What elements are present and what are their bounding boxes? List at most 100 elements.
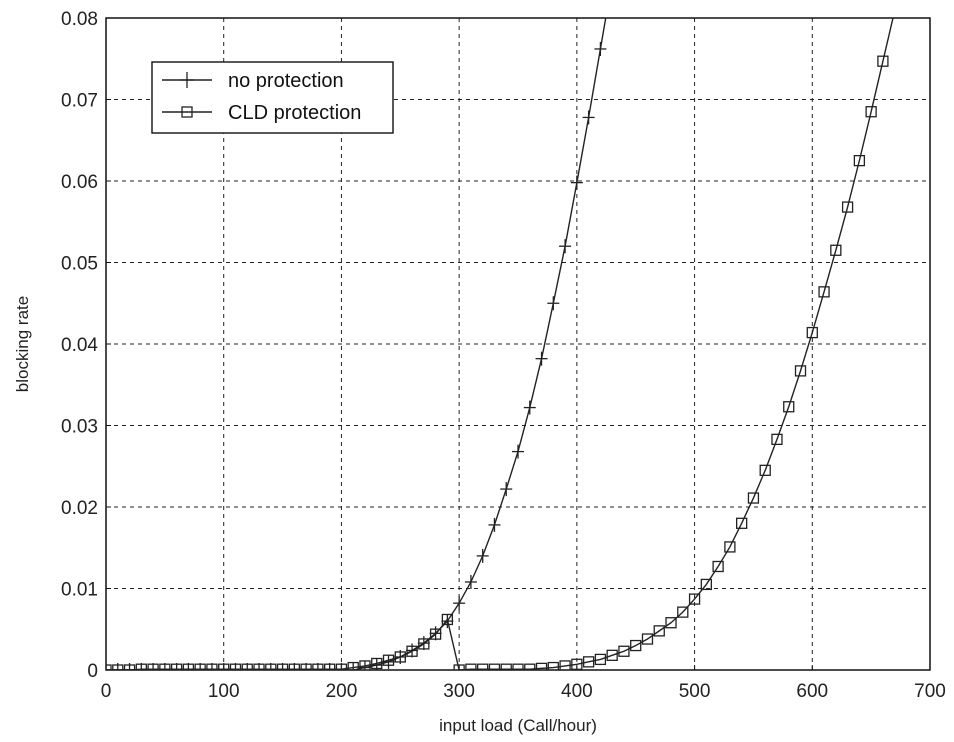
data-point-square	[276, 663, 289, 670]
data-point-plus	[217, 663, 230, 670]
data-point-square	[535, 662, 548, 670]
x-tick-label: 0	[101, 681, 112, 702]
x-tick-label: 200	[326, 681, 358, 702]
data-point-square	[112, 664, 124, 670]
y-tick-label: 0.08	[61, 9, 98, 30]
x-tick-label: 300	[443, 681, 475, 702]
data-point-square	[618, 645, 630, 657]
data-point-plus	[311, 663, 324, 670]
y-tick-label: 0.03	[61, 417, 98, 438]
data-point-square	[806, 326, 818, 339]
y-tick-label: 0.07	[61, 91, 98, 112]
data-point-plus	[453, 596, 466, 611]
data-point-plus	[170, 663, 183, 670]
data-point-square	[324, 663, 336, 670]
data-point-square	[771, 433, 783, 446]
y-tick-label: 0.02	[61, 498, 98, 519]
data-point-square	[830, 244, 842, 256]
x-axis-label: input load (Call/hour)	[439, 716, 597, 735]
data-point-square	[677, 606, 689, 618]
data-point-plus	[476, 548, 489, 563]
data-point-square	[312, 663, 324, 670]
series-line-no-protection	[106, 18, 607, 670]
data-point-square	[159, 663, 171, 670]
data-point-square	[877, 55, 889, 67]
data-point-square	[453, 664, 465, 670]
data-point-square	[524, 663, 536, 670]
data-point-square	[783, 401, 795, 413]
data-point-square	[582, 656, 595, 668]
data-point-plus	[253, 663, 266, 670]
legend-entry-cld-protection: CLD protection	[162, 102, 361, 124]
legend-box	[151, 61, 394, 134]
data-point-square	[700, 578, 712, 591]
data-point-plus	[559, 239, 572, 254]
data-point-plus	[464, 574, 477, 589]
data-point-square	[265, 663, 277, 670]
data-point-square	[241, 663, 253, 670]
legend-label-cld-protection: CLD protection	[228, 102, 361, 124]
data-point-square	[653, 625, 665, 637]
data-point-plus	[205, 663, 218, 670]
data-point-plus	[276, 663, 289, 670]
data-point-square	[135, 663, 147, 670]
data-point-plus	[523, 400, 536, 415]
data-point-square	[500, 663, 512, 670]
x-tick-label: 100	[208, 681, 240, 702]
data-point-square	[465, 663, 477, 670]
data-point-square	[441, 613, 454, 626]
data-point-square	[206, 663, 218, 670]
data-point-square	[547, 661, 559, 670]
y-tick-label: 0	[87, 661, 98, 682]
y-tick-label: 0.01	[61, 580, 98, 601]
data-point-square	[147, 663, 159, 670]
data-point-square	[818, 286, 830, 298]
legend-square-marker-icon	[181, 106, 193, 118]
data-point-plus	[241, 663, 254, 670]
data-point-square	[841, 201, 854, 213]
data-point-plus	[347, 663, 360, 670]
data-point-square	[724, 541, 736, 553]
series-cld-protection	[106, 18, 894, 670]
data-point-square	[688, 593, 701, 605]
data-point-square	[865, 106, 877, 118]
data-point-square	[794, 365, 807, 377]
data-point-plus	[370, 658, 383, 670]
data-point-square	[382, 654, 395, 666]
data-point-square	[429, 628, 442, 640]
data-point-plus	[547, 296, 560, 311]
y-tick-label: 0.06	[61, 172, 98, 193]
legend: no protection CLD protection	[151, 61, 394, 134]
data-point-square	[594, 653, 607, 666]
data-point-plus	[512, 444, 524, 459]
data-point-square	[559, 660, 571, 670]
data-point-plus	[535, 351, 548, 366]
data-point-square	[194, 663, 206, 670]
data-point-square	[488, 663, 501, 670]
data-point-square	[253, 663, 265, 670]
data-point-square	[229, 663, 242, 670]
data-point-square	[394, 651, 406, 663]
data-point-plus	[335, 663, 348, 670]
data-point-square	[170, 663, 183, 670]
data-point-square	[571, 658, 583, 670]
data-point-plus	[358, 660, 371, 670]
data-point-square	[747, 492, 760, 504]
x-tick-label: 500	[679, 681, 711, 702]
data-point-square	[335, 663, 348, 670]
series-layer	[106, 18, 894, 670]
data-point-plus	[594, 41, 607, 56]
data-point-plus	[182, 663, 195, 670]
data-point-plus	[229, 663, 242, 670]
data-point-plus	[147, 663, 160, 670]
y-tick-label: 0.04	[61, 335, 98, 356]
y-tick-label: 0.05	[61, 254, 98, 275]
data-point-plus	[488, 517, 501, 532]
data-point-square	[182, 663, 195, 670]
x-tick-label: 700	[914, 681, 946, 702]
legend-entry-no-protection: no protection	[162, 70, 344, 92]
data-point-square	[418, 638, 430, 650]
data-point-square	[288, 663, 300, 670]
data-point-square	[347, 661, 359, 670]
data-point-square	[641, 633, 654, 645]
